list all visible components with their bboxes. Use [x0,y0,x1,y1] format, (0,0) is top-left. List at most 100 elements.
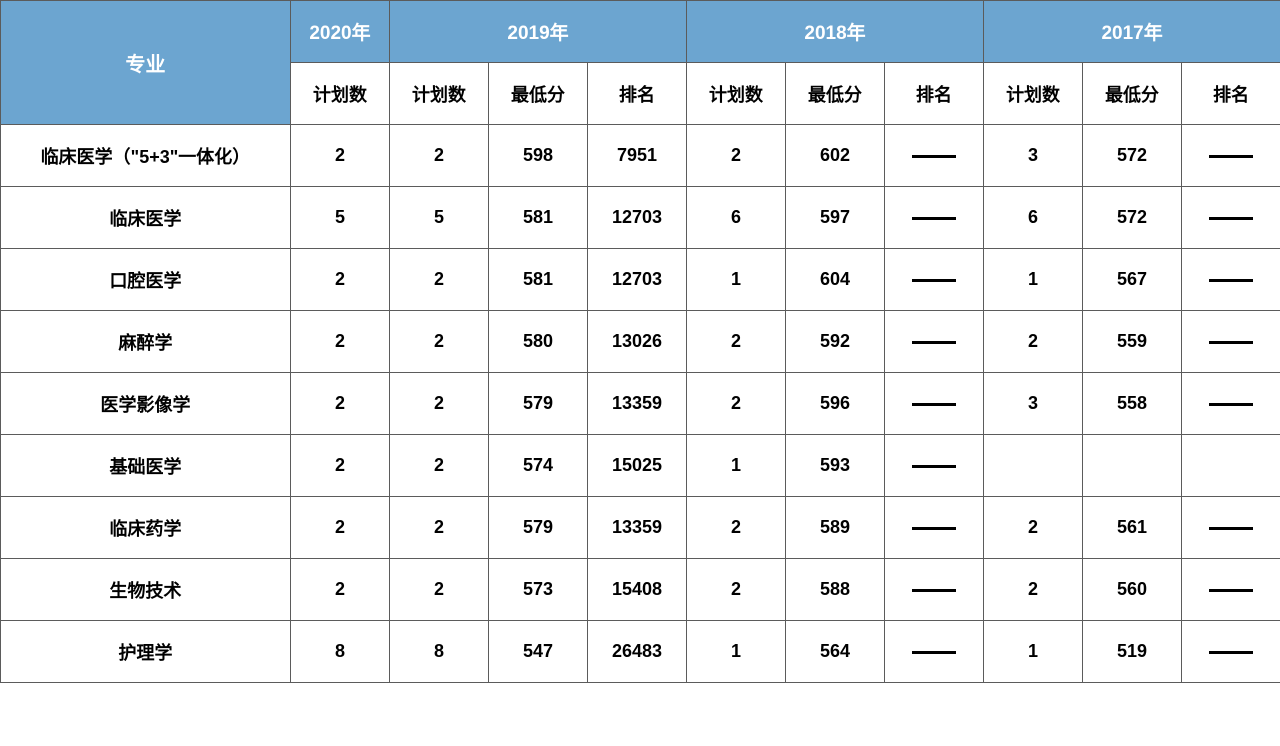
cell-value: 2 [291,435,390,497]
cell-value [885,187,984,249]
cell-value: 2 [984,311,1083,373]
cell-value: 1 [687,249,786,311]
cell-value: 519 [1083,621,1182,683]
cell-value: 564 [786,621,885,683]
col-2019-rank: 排名 [588,63,687,125]
cell-value: 561 [1083,497,1182,559]
cell-value: 574 [489,435,588,497]
cell-value: 2 [687,559,786,621]
cell-value [984,435,1083,497]
cell-value [885,249,984,311]
cell-value: 5 [390,187,489,249]
cell-value: 560 [1083,559,1182,621]
cell-value: 2 [390,435,489,497]
cell-value [885,621,984,683]
cell-value: 12703 [588,187,687,249]
cell-value: 3 [984,125,1083,187]
cell-value [1182,187,1280,249]
cell-value: 3 [984,373,1083,435]
dash-icon [912,589,956,592]
table-row: 口腔医学225811270316041567 [1,249,1280,311]
table-row: 基础医学22574150251593 [1,435,1280,497]
cell-value: 8 [291,621,390,683]
cell-value: 588 [786,559,885,621]
cell-value: 13359 [588,497,687,559]
dash-icon [912,465,956,468]
cell-value [885,497,984,559]
cell-value: 581 [489,187,588,249]
cell-value: 580 [489,311,588,373]
cell-value: 26483 [588,621,687,683]
dash-icon [912,403,956,406]
cell-value: 2 [291,249,390,311]
cell-value: 1 [984,249,1083,311]
cell-value: 2 [390,249,489,311]
cell-major: 生物技术 [1,559,291,621]
table-body: 临床医学（"5+3"一体化）22598795126023572临床医学55581… [1,125,1280,683]
cell-value: 567 [1083,249,1182,311]
dash-icon [1209,589,1253,592]
cell-value [1182,125,1280,187]
cell-value [1182,497,1280,559]
dash-icon [912,279,956,282]
cell-value: 2 [291,559,390,621]
cell-value: 13026 [588,311,687,373]
cell-value: 572 [1083,125,1182,187]
col-year-2020: 2020年 [291,1,390,63]
dash-icon [1209,279,1253,282]
cell-value: 2 [984,559,1083,621]
cell-value: 593 [786,435,885,497]
dash-icon [1209,341,1253,344]
col-2019-plan: 计划数 [390,63,489,125]
cell-major: 口腔医学 [1,249,291,311]
cell-value [1182,559,1280,621]
cell-value: 2 [687,373,786,435]
cell-value: 602 [786,125,885,187]
cell-value [1182,311,1280,373]
cell-value [1182,621,1280,683]
cell-major: 临床医学 [1,187,291,249]
col-2018-min: 最低分 [786,63,885,125]
table-row: 麻醉学225801302625922559 [1,311,1280,373]
col-2018-rank: 排名 [885,63,984,125]
cell-value [1182,373,1280,435]
cell-value: 558 [1083,373,1182,435]
col-2017-min: 最低分 [1083,63,1182,125]
cell-value [885,311,984,373]
col-2018-plan: 计划数 [687,63,786,125]
dash-icon [1209,155,1253,158]
cell-value: 2 [291,311,390,373]
table-row: 护理学885472648315641519 [1,621,1280,683]
cell-value: 1 [687,621,786,683]
cell-value: 559 [1083,311,1182,373]
col-2017-rank: 排名 [1182,63,1280,125]
col-major: 专业 [1,1,291,125]
dash-icon [912,155,956,158]
cell-value: 2 [687,125,786,187]
cell-value: 598 [489,125,588,187]
cell-value: 2 [291,125,390,187]
table-row: 临床药学225791335925892561 [1,497,1280,559]
cell-value: 592 [786,311,885,373]
cell-value: 15408 [588,559,687,621]
col-year-2018: 2018年 [687,1,984,63]
cell-value: 604 [786,249,885,311]
cell-value: 2 [390,311,489,373]
cell-value: 1 [687,435,786,497]
cell-major: 麻醉学 [1,311,291,373]
cell-value [885,125,984,187]
cell-value: 589 [786,497,885,559]
cell-value: 2 [390,373,489,435]
cell-major: 医学影像学 [1,373,291,435]
cell-major: 临床医学（"5+3"一体化） [1,125,291,187]
cell-value: 596 [786,373,885,435]
cell-value: 15025 [588,435,687,497]
cell-value [885,559,984,621]
dash-icon [912,651,956,654]
table-row: 医学影像学225791335925963558 [1,373,1280,435]
dash-icon [1209,651,1253,654]
dash-icon [1209,403,1253,406]
table-row: 生物技术225731540825882560 [1,559,1280,621]
col-2019-min: 最低分 [489,63,588,125]
col-2017-plan: 计划数 [984,63,1083,125]
